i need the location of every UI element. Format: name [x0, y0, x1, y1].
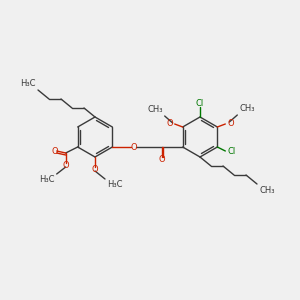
Text: H₃C: H₃C: [107, 180, 122, 189]
Text: O: O: [166, 118, 173, 127]
Text: O: O: [51, 148, 58, 157]
Text: H₃C: H₃C: [39, 175, 55, 184]
Text: Cl: Cl: [196, 100, 204, 109]
Text: O: O: [227, 118, 234, 127]
Text: O: O: [62, 160, 69, 169]
Text: H₃C: H₃C: [20, 79, 36, 88]
Text: Cl: Cl: [227, 148, 236, 157]
Text: O: O: [158, 154, 165, 164]
Text: CH₃: CH₃: [147, 105, 163, 114]
Text: CH₃: CH₃: [259, 186, 274, 195]
Text: O: O: [92, 164, 98, 173]
Text: O: O: [130, 142, 137, 152]
Text: CH₃: CH₃: [239, 104, 255, 113]
